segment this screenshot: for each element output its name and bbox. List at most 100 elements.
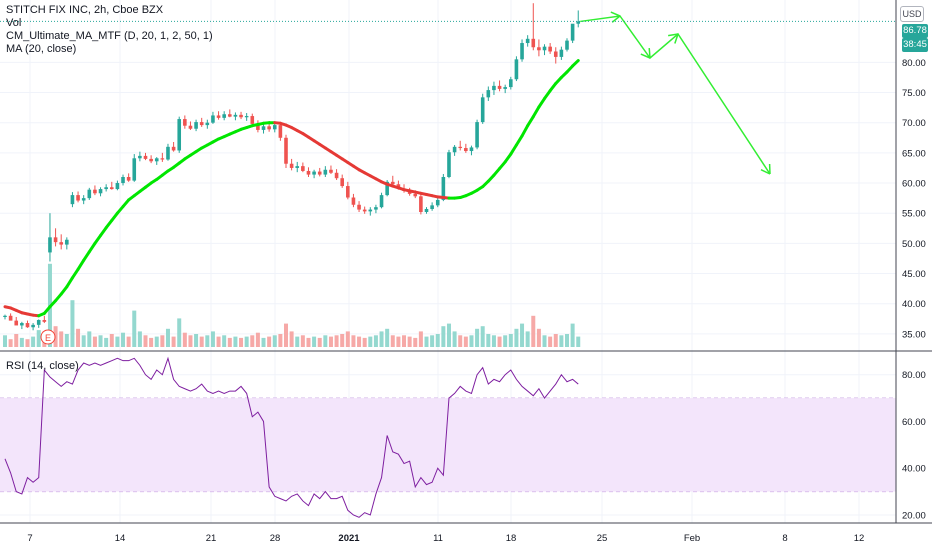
candle: [126, 173, 131, 182]
candle-body: [469, 147, 474, 152]
candle: [228, 109, 232, 118]
candle-body: [87, 189, 92, 199]
time-label: 18: [506, 533, 517, 544]
indicator-cm-ultimate-ma[interactable]: CM_Ultimate_MA_MTF (D, 20, 1, 2, 50, 1): [6, 30, 213, 42]
volume-bar: [154, 336, 159, 347]
candle: [435, 197, 440, 208]
candle-body: [458, 146, 463, 149]
price-tick: 50.00: [902, 239, 926, 250]
volume-bar: [8, 339, 13, 347]
volume-bar: [194, 334, 199, 347]
candle: [458, 140, 463, 151]
ma-segment: [548, 81, 558, 93]
svg-text:E: E: [45, 333, 51, 343]
volume-bar: [385, 328, 390, 347]
indicator-ma[interactable]: MA (20, close): [6, 43, 77, 55]
candle-body: [430, 205, 434, 209]
candle-body: [295, 166, 300, 168]
candle-body: [126, 177, 131, 181]
volume-bar: [64, 334, 69, 347]
ma-segment: [543, 89, 552, 101]
volume-bar: [379, 331, 384, 347]
time-label: 8: [782, 533, 787, 544]
candle: [284, 134, 288, 168]
candle-body: [537, 47, 541, 51]
candle: [272, 122, 277, 133]
volume-bar: [126, 336, 131, 347]
candle-body: [42, 320, 47, 322]
candle-body: [346, 186, 350, 198]
volume-bar: [300, 335, 305, 347]
candle-body: [132, 158, 137, 181]
candle-body: [14, 320, 19, 326]
earnings-marker[interactable]: E: [40, 329, 56, 345]
ma-segment: [110, 211, 119, 222]
candle-body: [525, 38, 530, 44]
currency-scale-button[interactable]: USD: [900, 6, 924, 22]
candle-body: [413, 193, 418, 197]
volume-bar: [239, 337, 244, 347]
candle-body: [272, 125, 277, 130]
candle: [452, 145, 457, 156]
indicator-volume[interactable]: Vol: [6, 17, 22, 29]
candle: [239, 111, 243, 120]
volume-bar: [402, 335, 407, 347]
arrow-head: [760, 168, 771, 175]
candle: [42, 315, 47, 324]
volume-bar: [531, 315, 536, 347]
volume-bar: [233, 336, 238, 347]
candle-body: [357, 204, 361, 210]
candle: [48, 213, 52, 262]
volume-bar: [413, 337, 418, 347]
candle: [430, 202, 434, 211]
candle: [143, 152, 148, 161]
indicator-rsi[interactable]: RSI (14, close): [6, 360, 79, 372]
candle: [447, 149, 451, 179]
price-tick: 40.00: [902, 299, 926, 310]
volume-bar: [576, 336, 581, 347]
candle: [486, 86, 491, 101]
candle-body: [143, 155, 148, 159]
price-tick: 60.00: [902, 179, 926, 190]
candle: [205, 119, 210, 129]
candle: [171, 142, 176, 152]
legend: STITCH FIX INC, 2h, Cboe BZX Vol CM_Ulti…: [6, 4, 213, 56]
volume-bar: [160, 335, 165, 347]
candle: [244, 113, 249, 121]
candle: [160, 152, 165, 162]
volume-bar: [261, 337, 266, 347]
candle-body: [233, 114, 238, 117]
candle-body: [36, 320, 41, 325]
volume-bar: [317, 337, 322, 347]
candle-body: [216, 115, 221, 118]
candle: [121, 174, 125, 186]
volume-bar: [553, 334, 558, 347]
rsi-tick: 80.00: [902, 370, 926, 381]
candle: [177, 116, 182, 153]
candle: [138, 151, 142, 162]
volume-bar: [514, 328, 519, 347]
rsi-legend[interactable]: RSI (14, close): [6, 360, 79, 373]
candle: [183, 115, 187, 129]
volume-bar: [559, 335, 564, 347]
candle-body: [368, 209, 373, 212]
volume-bar: [289, 331, 294, 347]
candle: [256, 120, 260, 133]
candle: [104, 184, 108, 192]
volume-bar: [570, 323, 575, 347]
volume-bar: [334, 335, 339, 347]
candle-body: [424, 208, 429, 212]
candle-body: [121, 177, 125, 184]
candle: [289, 158, 294, 171]
candle-body: [306, 170, 311, 175]
candle: [250, 113, 255, 126]
arrow-head: [674, 33, 679, 44]
volume-bar: [182, 332, 187, 347]
price-tick: 65.00: [902, 148, 926, 159]
volume-bar: [143, 335, 148, 347]
candle-body: [278, 125, 283, 138]
symbol-title[interactable]: STITCH FIX INC, 2h, Cboe BZX: [6, 4, 164, 16]
volume-bar: [525, 331, 530, 347]
